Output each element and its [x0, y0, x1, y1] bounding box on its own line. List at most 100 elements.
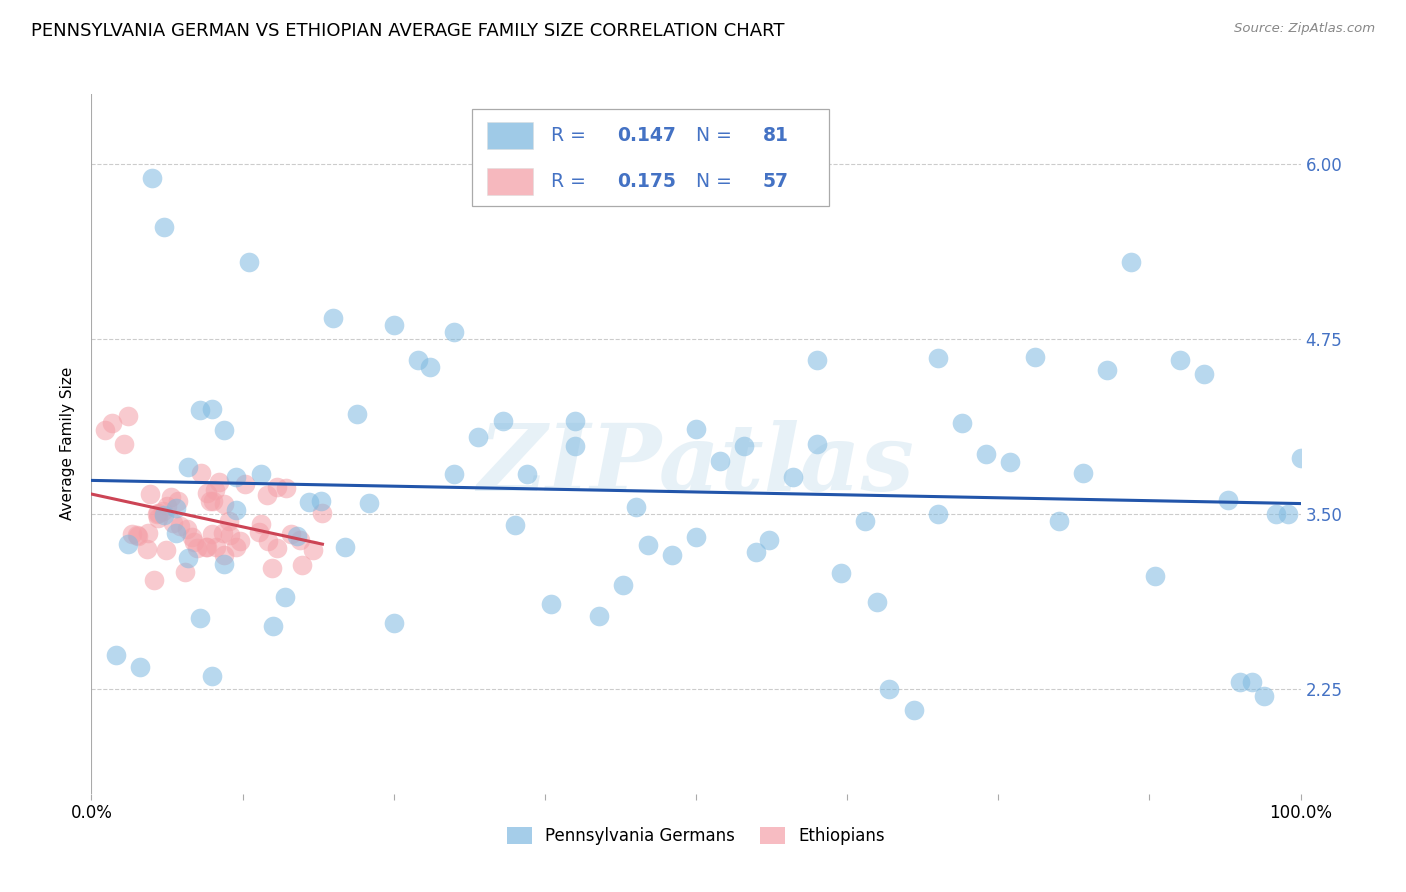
Point: [853, 514, 876, 528]
Point: [112, 436, 135, 450]
Point: [1229, 674, 1251, 689]
Point: [745, 545, 768, 559]
Point: [467, 430, 489, 444]
Point: [624, 500, 647, 515]
Point: [382, 615, 405, 630]
Point: [197, 540, 219, 554]
FancyBboxPatch shape: [472, 109, 830, 206]
Point: [1121, 254, 1143, 268]
Point: [266, 480, 288, 494]
Point: [249, 467, 271, 481]
Point: [153, 219, 176, 234]
Point: [974, 447, 997, 461]
FancyBboxPatch shape: [486, 122, 533, 149]
Text: Source: ZipAtlas.com: Source: ZipAtlas.com: [1234, 22, 1375, 36]
Point: [142, 573, 165, 587]
Point: [117, 409, 139, 423]
Point: [443, 467, 465, 482]
Point: [406, 352, 429, 367]
Point: [177, 459, 200, 474]
Text: N =: N =: [678, 126, 738, 145]
Point: [165, 526, 187, 541]
Point: [256, 533, 278, 548]
Point: [1024, 350, 1046, 364]
Point: [685, 530, 707, 544]
Point: [661, 548, 683, 562]
Point: [806, 352, 828, 367]
Point: [160, 490, 183, 504]
Point: [298, 495, 321, 509]
Text: R =: R =: [551, 172, 592, 191]
Point: [146, 506, 169, 520]
Point: [183, 535, 205, 549]
Point: [127, 529, 149, 543]
Point: [145, 507, 167, 521]
Point: [806, 436, 828, 450]
Point: [194, 540, 217, 554]
Point: [782, 470, 804, 484]
Point: [214, 423, 236, 437]
Point: [225, 541, 247, 555]
Point: [346, 407, 368, 421]
Point: [950, 416, 973, 430]
Text: 0.175: 0.175: [617, 172, 676, 191]
Point: [214, 557, 236, 571]
Point: [201, 526, 224, 541]
Point: [266, 541, 288, 555]
Point: [612, 577, 634, 591]
FancyBboxPatch shape: [486, 169, 533, 194]
Point: [262, 560, 284, 574]
Point: [382, 318, 405, 332]
Point: [322, 310, 344, 325]
Point: [830, 566, 852, 580]
Text: N =: N =: [678, 172, 738, 191]
Point: [169, 519, 191, 533]
Point: [1265, 507, 1288, 521]
Point: [491, 414, 513, 428]
Point: [165, 500, 187, 515]
Point: [291, 558, 314, 572]
Point: [1277, 507, 1299, 521]
Point: [188, 403, 211, 417]
Point: [127, 528, 149, 542]
Point: [156, 499, 179, 513]
Point: [443, 325, 465, 339]
Point: [153, 508, 176, 522]
Point: [250, 516, 273, 531]
Point: [1253, 689, 1275, 703]
Point: [167, 494, 190, 508]
Text: 57: 57: [762, 172, 789, 191]
Point: [186, 541, 208, 555]
Legend: Pennsylvania Germans, Ethiopians: Pennsylvania Germans, Ethiopians: [501, 821, 891, 852]
Point: [758, 533, 780, 547]
Point: [101, 416, 124, 430]
Point: [276, 481, 298, 495]
Point: [249, 525, 271, 540]
Point: [359, 496, 381, 510]
Point: [262, 619, 284, 633]
Point: [121, 526, 143, 541]
Point: [212, 548, 235, 562]
Text: R =: R =: [551, 126, 592, 145]
Point: [1095, 363, 1118, 377]
Point: [1216, 492, 1239, 507]
Point: [195, 486, 218, 500]
Point: [516, 467, 538, 482]
Point: [201, 669, 224, 683]
Point: [1071, 466, 1094, 480]
Point: [285, 529, 308, 543]
Point: [141, 170, 163, 185]
Point: [309, 493, 332, 508]
Text: 0.147: 0.147: [617, 126, 676, 145]
Point: [135, 541, 157, 556]
Point: [233, 477, 256, 491]
Point: [927, 507, 949, 521]
Point: [335, 541, 357, 555]
Text: 81: 81: [762, 126, 789, 145]
Point: [93, 423, 115, 437]
Point: [136, 526, 159, 541]
Point: [155, 543, 177, 558]
Point: [188, 610, 211, 624]
Point: [1241, 674, 1264, 689]
Point: [733, 439, 755, 453]
